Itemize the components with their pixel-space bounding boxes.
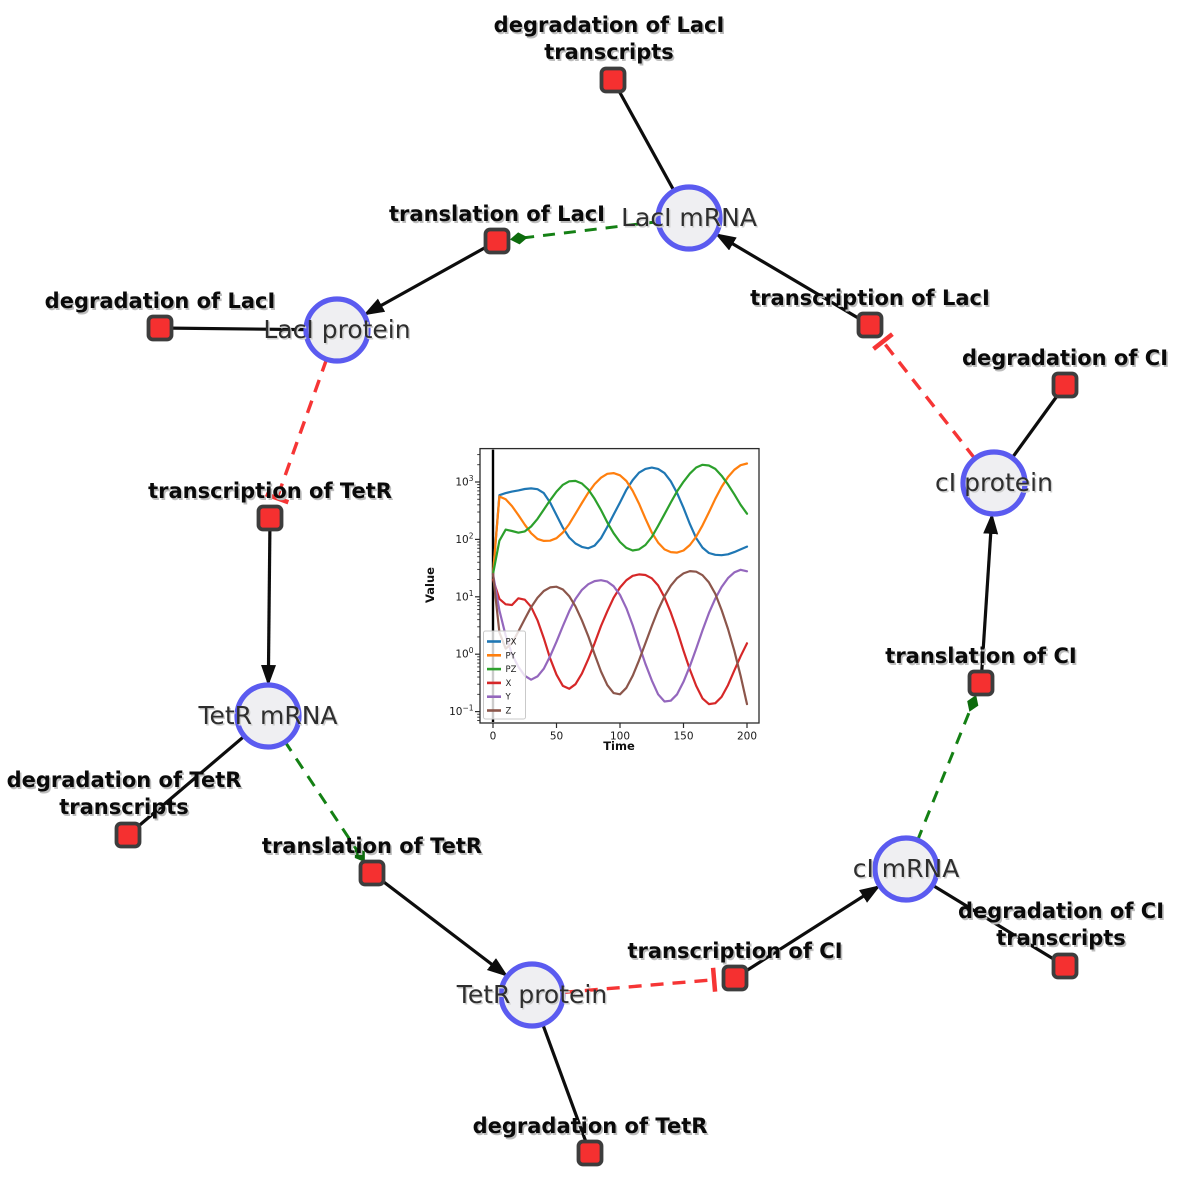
edge-production-tx-laci-laci-mrna xyxy=(714,233,871,327)
reaction-label-deg-ci-tx: degradation of CI transcripts xyxy=(958,899,1164,950)
reaction-label-deg-laci-tx: degradation of LacI transcripts xyxy=(494,13,725,64)
edge-modifier-laci-mrna-transl-laci xyxy=(509,220,660,245)
reaction-label-deg-tetr-tx: degradation of TetR transcripts xyxy=(7,768,242,819)
reaction-node-tx-laci[interactable] xyxy=(856,311,884,339)
legend-entry-X: X xyxy=(487,679,512,689)
chart-xlabel: Time xyxy=(603,739,635,753)
reaction-label-deg-laci: degradation of LacI xyxy=(45,289,276,313)
reaction-label-transl-ci: translation of CI xyxy=(885,644,1076,668)
reaction-node-tx-ci[interactable] xyxy=(721,964,749,992)
edge-production-transl-tetr-tetr-protein xyxy=(371,871,509,977)
species-label-ci-protein: cI protein xyxy=(935,468,1053,497)
reaction-node-deg-ci-tx[interactable] xyxy=(1051,952,1079,980)
reaction-label-deg-ci: degradation of CI xyxy=(962,346,1168,370)
species-label-tetr-protein: TetR protein xyxy=(456,980,607,1009)
series-PX-curve xyxy=(491,466,749,576)
series-Y-curve xyxy=(491,568,749,703)
edge-production-transl-laci-laci-protein xyxy=(363,239,498,316)
reaction-node-deg-laci-tx[interactable] xyxy=(599,66,627,94)
reaction-node-deg-tetr[interactable] xyxy=(576,1139,604,1167)
reaction-label-tx-laci: transcription of LacI xyxy=(750,286,990,310)
edge-inhibition-tetr-protein-tx-ci xyxy=(562,967,718,995)
legend-entry-PX: PX xyxy=(487,638,517,648)
edge-production-tx-ci-ci-mrna xyxy=(734,885,881,980)
species-node-ci-protein[interactable] xyxy=(960,449,1028,517)
edges-layer xyxy=(126,79,1067,1154)
reaction-node-transl-ci[interactable] xyxy=(967,669,995,697)
species-node-tetr-protein[interactable] xyxy=(498,961,566,1029)
reaction-label-tx-ci: transcription of CI xyxy=(627,939,842,963)
reaction-label-deg-tetr: degradation of TetR xyxy=(473,1114,708,1138)
edge-inhibition-ci-protein-tx-laci xyxy=(872,332,977,460)
y-tick-label: 103 xyxy=(455,474,473,489)
x-tick-label: 150 xyxy=(673,731,693,743)
reaction-label-transl-laci: translation of LacI xyxy=(389,202,605,226)
legend-label-PZ: PZ xyxy=(506,665,517,675)
series-Z-curve xyxy=(491,570,749,706)
legend-entry-Z: Z xyxy=(487,707,512,717)
legend-box xyxy=(483,630,526,720)
y-tick-label: 10−1 xyxy=(449,704,474,719)
species-label-ci-mrna: cI mRNA xyxy=(853,854,960,883)
legend-entry-PZ: PZ xyxy=(487,665,517,675)
legend-label-X: X xyxy=(506,679,512,689)
species-node-ci-mrna[interactable] xyxy=(872,835,940,903)
species-label-laci-mrna: LacI mRNA xyxy=(621,203,757,232)
plot-legend: PX PY PZ XYZ xyxy=(483,630,526,720)
edge-production-tx-tetr-tetr-mrna xyxy=(261,517,277,687)
series-X-curve xyxy=(491,573,749,706)
y-tick-label: 101 xyxy=(455,589,473,604)
species-node-laci-mrna[interactable] xyxy=(655,184,723,252)
chart-ylabel: Value xyxy=(423,567,437,603)
series-PY-curve xyxy=(491,462,749,576)
y-tick-label: 100 xyxy=(455,646,473,661)
legend-label-PY: PY xyxy=(506,651,517,661)
x-tick-label: 0 xyxy=(490,731,497,743)
y-tick-label: 102 xyxy=(455,531,473,546)
labels-layer: degradation of LacI transcripts translatio… xyxy=(7,13,1168,1138)
species-label-laci-protein: LacI protein xyxy=(263,315,410,344)
edge-inhibition-laci-protein-tx-tetr xyxy=(264,358,329,505)
edge-modifier-tetr-mrna-transl-tetr xyxy=(283,740,365,863)
reaction-label-transl-tetr: translation of TetR xyxy=(262,834,482,858)
reaction-label-tx-tetr: transcription of TetR xyxy=(148,479,392,503)
reaction-node-transl-laci[interactable] xyxy=(483,227,511,255)
reaction-node-deg-ci[interactable] xyxy=(1051,371,1079,399)
x-tick-label: 100 xyxy=(610,731,630,743)
edge-production-transl-ci-ci-protein xyxy=(979,512,999,684)
x-tick-label: 200 xyxy=(737,731,757,743)
reaction-node-tx-tetr[interactable] xyxy=(256,504,284,532)
nodes-layer xyxy=(114,66,1079,1167)
reaction-node-deg-tetr-tx[interactable] xyxy=(114,821,142,849)
reaction-node-deg-laci[interactable] xyxy=(146,314,174,342)
species-label-tetr-mrna: TetR mRNA xyxy=(197,701,337,730)
series-PZ-curve xyxy=(491,463,749,576)
legend-label-Y: Y xyxy=(505,693,512,703)
legend-label-Z: Z xyxy=(506,707,512,717)
legend-label-PX: PX xyxy=(506,638,517,648)
species-node-tetr-mrna[interactable] xyxy=(234,682,302,750)
x-tick-label: 50 xyxy=(550,731,563,743)
legend-entry-PY: PY xyxy=(487,651,516,661)
edge-modifier-ci-mrna-transl-ci xyxy=(915,695,979,842)
plot-curves xyxy=(491,449,749,722)
species-node-laci-protein[interactable] xyxy=(303,296,371,364)
reaction-node-transl-tetr[interactable] xyxy=(358,859,386,887)
legend-entry-Y: Y xyxy=(487,693,512,703)
